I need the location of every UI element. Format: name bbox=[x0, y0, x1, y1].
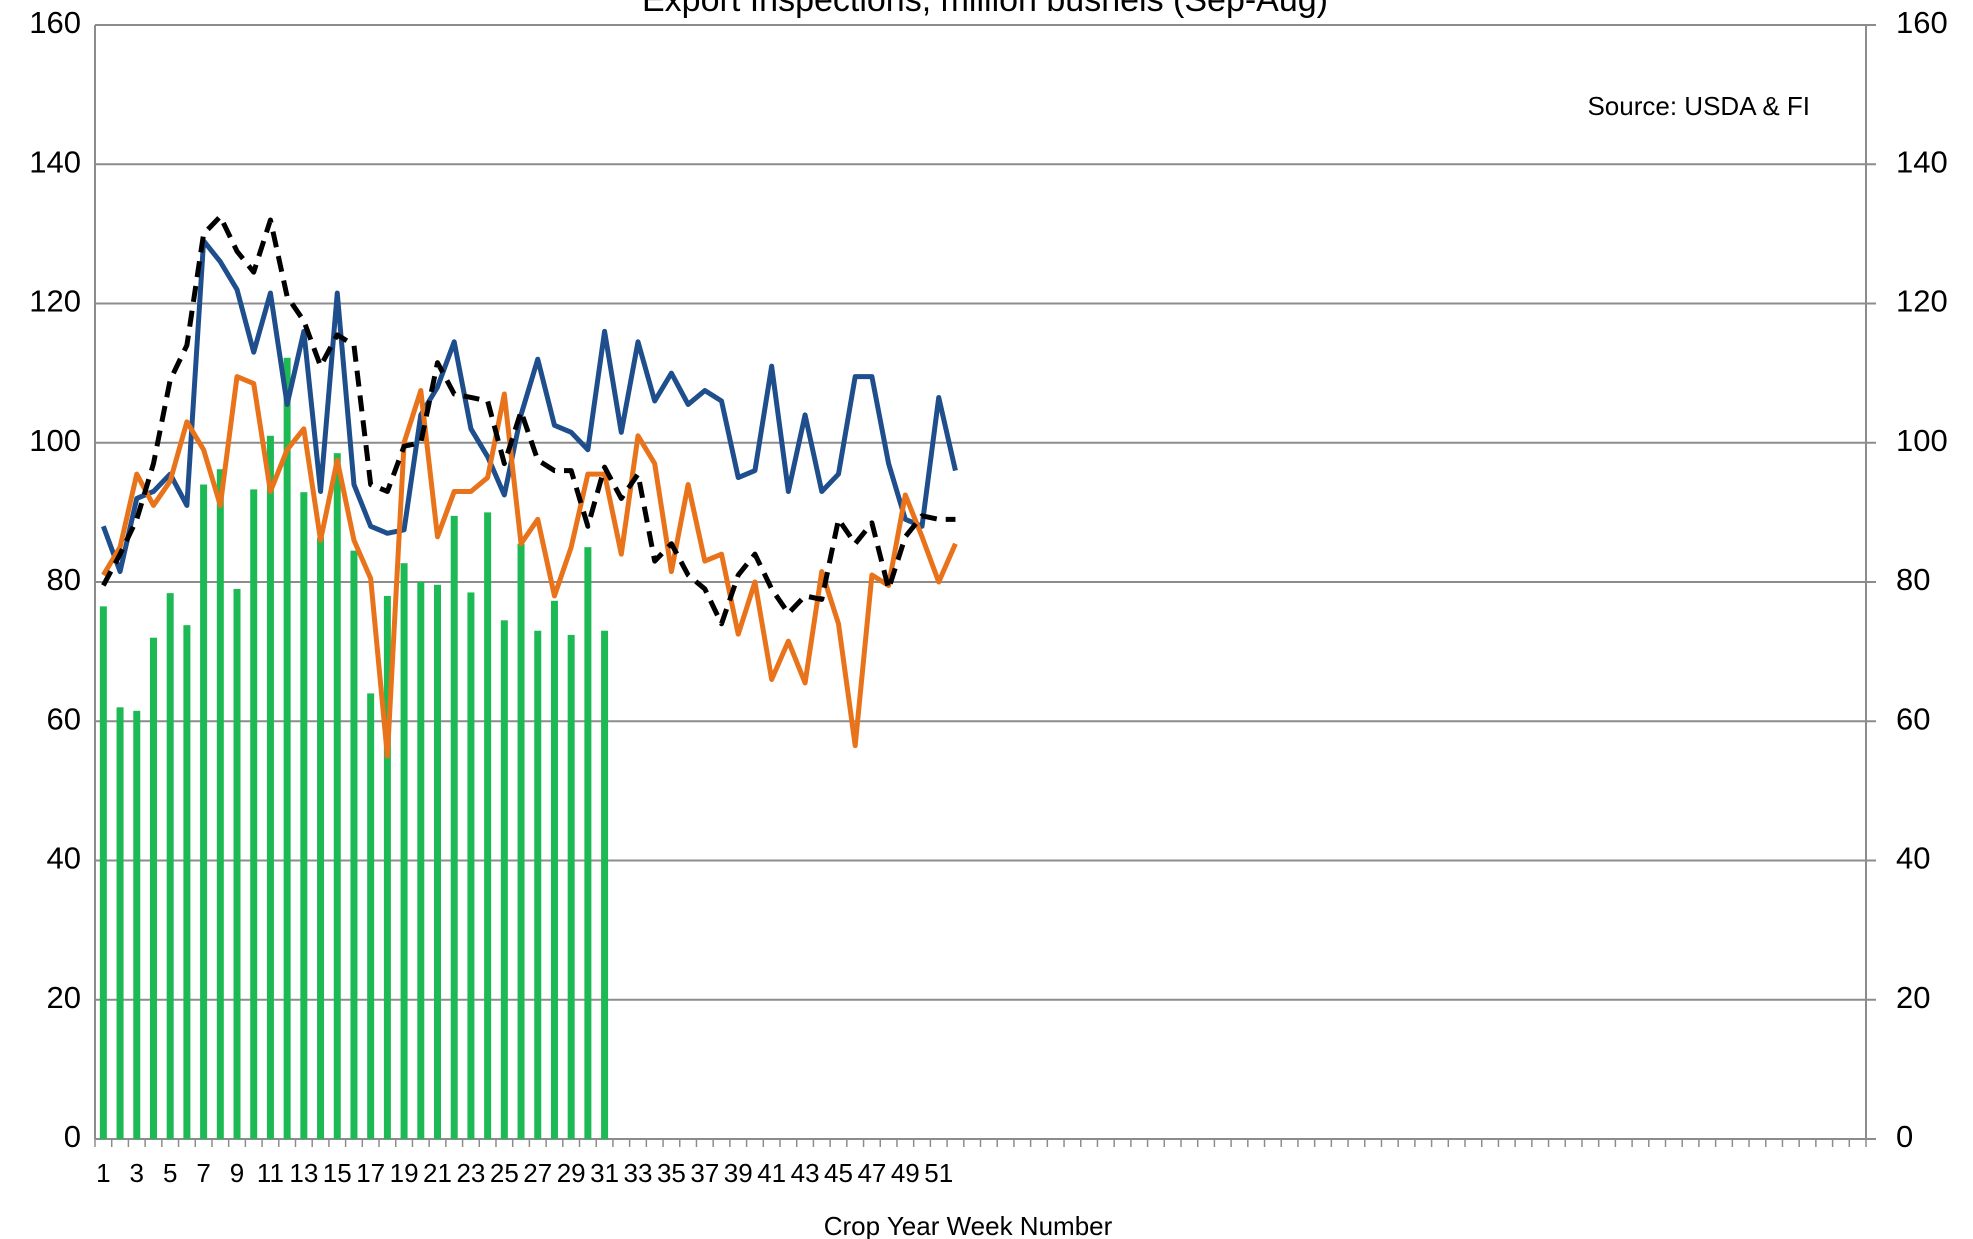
x-tick-label: 35 bbox=[657, 1158, 686, 1188]
y2-tick-label: 0 bbox=[1896, 1119, 1913, 1154]
bar bbox=[116, 707, 124, 1139]
bar bbox=[216, 469, 224, 1139]
bar bbox=[166, 593, 174, 1139]
bar bbox=[500, 620, 508, 1139]
x-tick-label: 51 bbox=[924, 1158, 953, 1188]
bar bbox=[333, 453, 341, 1140]
y2-tick-label: 140 bbox=[1896, 144, 1948, 179]
y-tick-label: 60 bbox=[47, 701, 81, 736]
x-tick-label: 33 bbox=[624, 1158, 653, 1188]
y2-tick-label: 80 bbox=[1896, 562, 1930, 597]
y2-tick-label: 100 bbox=[1896, 423, 1948, 458]
x-tick-label: 27 bbox=[523, 1158, 552, 1188]
bar bbox=[450, 515, 458, 1139]
bar bbox=[567, 634, 575, 1139]
x-tick-label: 23 bbox=[456, 1158, 485, 1188]
bar bbox=[534, 630, 542, 1139]
y-tick-label: 120 bbox=[29, 284, 81, 319]
bar bbox=[283, 357, 291, 1139]
bar bbox=[250, 489, 258, 1139]
y2-tick-label: 60 bbox=[1896, 701, 1930, 736]
x-tick-label: 49 bbox=[891, 1158, 920, 1188]
y2-tick-label: 40 bbox=[1896, 841, 1930, 876]
bar bbox=[584, 547, 592, 1139]
bar bbox=[467, 592, 475, 1139]
line-series bbox=[101, 374, 958, 759]
annotation: Source: USDA & FI bbox=[1587, 91, 1810, 121]
y-tick-label: 20 bbox=[47, 980, 81, 1015]
x-tick-label: 9 bbox=[230, 1158, 244, 1188]
y2-tick-label: 20 bbox=[1896, 980, 1930, 1015]
x-tick-label: 25 bbox=[490, 1158, 519, 1188]
x-tick-label: 47 bbox=[857, 1158, 886, 1188]
x-tick-label: 21 bbox=[423, 1158, 452, 1188]
x-tick-label: 11 bbox=[257, 1158, 284, 1188]
bar bbox=[517, 543, 525, 1139]
y-tick-label: 40 bbox=[47, 841, 81, 876]
bar bbox=[383, 595, 391, 1139]
bar bbox=[233, 588, 241, 1139]
y-tick-label: 80 bbox=[47, 562, 81, 597]
bar bbox=[133, 710, 141, 1139]
bar bbox=[183, 625, 191, 1139]
x-tick-label: 43 bbox=[791, 1158, 820, 1188]
bar bbox=[266, 435, 274, 1140]
x-axis-label: Crop Year Week Number bbox=[824, 1211, 1113, 1239]
y2-tick-label: 120 bbox=[1896, 284, 1948, 319]
bar bbox=[400, 563, 408, 1139]
bar bbox=[601, 630, 609, 1139]
y-tick-label: 160 bbox=[29, 5, 81, 40]
bar bbox=[200, 484, 208, 1139]
chart-title: Export Inspections, million bushels (Sep… bbox=[642, 0, 1328, 19]
x-tick-label: 19 bbox=[390, 1158, 419, 1188]
y-tick-label: 100 bbox=[29, 423, 81, 458]
x-tick-label: 45 bbox=[824, 1158, 853, 1188]
x-tick-label: 39 bbox=[724, 1158, 753, 1188]
y2-tick-label: 160 bbox=[1896, 5, 1948, 40]
x-tick-label: 41 bbox=[757, 1158, 786, 1188]
bar bbox=[484, 512, 492, 1139]
bar bbox=[149, 637, 157, 1139]
line-series bbox=[101, 213, 956, 627]
x-tick-label: 31 bbox=[590, 1158, 619, 1188]
bar bbox=[300, 492, 308, 1140]
bar bbox=[350, 550, 358, 1139]
y-tick-label: 0 bbox=[64, 1119, 81, 1154]
bar bbox=[99, 606, 107, 1139]
bar bbox=[367, 693, 375, 1139]
x-tick-label: 5 bbox=[163, 1158, 177, 1188]
x-tick-label: 1 bbox=[96, 1158, 110, 1188]
x-tick-label: 17 bbox=[356, 1158, 385, 1188]
x-tick-label: 7 bbox=[196, 1158, 210, 1188]
bar bbox=[550, 600, 558, 1139]
x-tick-label: 29 bbox=[557, 1158, 586, 1188]
bar bbox=[317, 537, 325, 1139]
x-tick-label: 15 bbox=[323, 1158, 352, 1188]
x-tick-label: 13 bbox=[289, 1158, 318, 1188]
y-tick-label: 140 bbox=[29, 144, 81, 179]
line-series bbox=[101, 238, 958, 575]
x-tick-label: 37 bbox=[690, 1158, 719, 1188]
x-tick-label: 3 bbox=[130, 1158, 144, 1188]
bar bbox=[417, 582, 425, 1139]
bar bbox=[434, 584, 442, 1139]
